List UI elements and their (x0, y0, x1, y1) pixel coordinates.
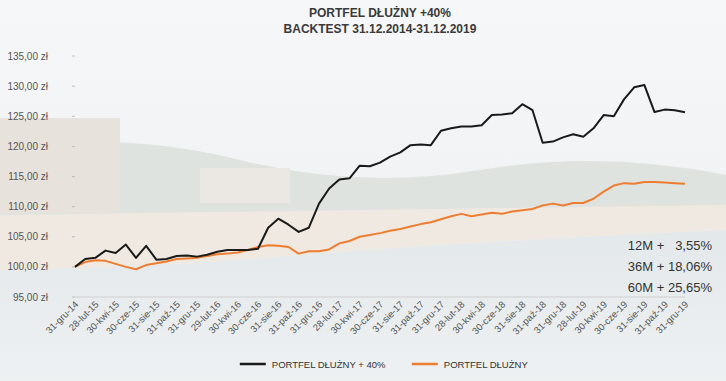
y-tick-label: 105,00 zł (7, 231, 48, 242)
sea (0, 230, 726, 381)
y-tick-label: 110,00 zł (8, 201, 49, 212)
building (200, 168, 290, 203)
sky (0, 0, 726, 381)
x-axis-line (75, 297, 685, 298)
y-tick (72, 56, 75, 57)
y-tick (72, 266, 75, 267)
title: PORTFEL DŁUŻNY +40% (309, 5, 451, 20)
x-axis: 31-gru-1428-lut-1530-kwi-1530-cze-1531-s… (44, 297, 691, 337)
y-tick-label: 115,00 zł (8, 171, 49, 182)
subtitle: BACKTEST 31.12.2014-31.12.2019 (284, 22, 477, 36)
y-tick-label: 125,00 zł (7, 111, 48, 122)
legend-label: PORTFEL DŁUŻNY (444, 359, 529, 370)
y-tick-label: 100,00 zł (7, 261, 48, 272)
y-tick-label: 120,00 zł (7, 141, 48, 152)
legend: PORTFEL DŁUŻNY + 40% PORTFEL DŁUŻNY (240, 359, 529, 370)
annotation: 60M + 25,65% (628, 280, 713, 295)
y-tick (72, 146, 75, 147)
y-tick (72, 206, 75, 207)
chart: PORTFEL DŁUŻNY +40% BACKTEST 31.12.2014-3… (0, 0, 726, 381)
x-tick-label: 31-gru-19 (654, 299, 691, 336)
y-axis: 95,00 zł 100,00 zł 105,00 zł 110,00 zł 115,0… (7, 51, 75, 303)
chart-wrap: PORTFEL DŁUŻNY +40% BACKTEST 31.12.2014-3… (0, 0, 726, 381)
y-tick (72, 236, 75, 237)
y-tick-label: 130,00 zł (7, 81, 48, 92)
series-line (75, 182, 685, 269)
y-tick-label: 95,00 zł (13, 292, 49, 303)
annotation: 12M + 3,55% (628, 238, 713, 253)
background (0, 0, 726, 381)
annotations: 12M + 3,55% 36M + 18,06% 60M + 25,65% (628, 238, 713, 295)
y-tick (72, 176, 75, 177)
series-line (75, 85, 685, 267)
y-tick (72, 116, 75, 117)
y-tick (72, 86, 75, 87)
legend-label: PORTFEL DŁUŻNY + 40% (272, 359, 386, 370)
annotation: 36M + 18,06% (628, 259, 713, 274)
building (0, 118, 120, 213)
series-lines (75, 85, 685, 269)
legend-swatch (412, 363, 438, 366)
legend-swatch (240, 363, 266, 366)
y-tick-label: 135,00 zł (7, 51, 48, 62)
y-tick (72, 297, 75, 298)
